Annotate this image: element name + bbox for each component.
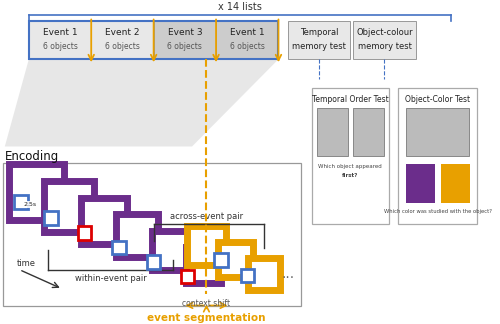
- Text: 6 objects: 6 objects: [105, 42, 140, 51]
- Bar: [8, 164, 64, 220]
- Text: Which color was studied with the object?: Which color was studied with the object?: [384, 209, 492, 214]
- Text: Object-colour: Object-colour: [356, 28, 413, 37]
- Text: 2.5s: 2.5s: [23, 202, 36, 207]
- Text: memory test: memory test: [292, 42, 346, 51]
- Bar: [187, 226, 226, 265]
- Text: Object-Color Test: Object-Color Test: [406, 95, 470, 104]
- Bar: [312, 88, 389, 224]
- Text: time: time: [18, 259, 36, 268]
- Bar: [44, 212, 58, 225]
- Bar: [112, 240, 126, 254]
- Bar: [29, 20, 91, 59]
- Text: memory test: memory test: [358, 42, 412, 51]
- Bar: [80, 198, 126, 244]
- Bar: [78, 226, 91, 239]
- Text: 6 objects: 6 objects: [168, 42, 202, 51]
- Bar: [3, 163, 300, 307]
- Bar: [116, 214, 158, 257]
- Bar: [91, 20, 154, 59]
- Bar: [154, 20, 216, 59]
- Text: across-event pair: across-event pair: [170, 212, 243, 221]
- Bar: [288, 20, 350, 59]
- Bar: [214, 253, 228, 267]
- Bar: [354, 108, 384, 156]
- Text: Temporal: Temporal: [300, 28, 339, 37]
- Text: Event 1: Event 1: [230, 28, 264, 37]
- Text: within-event pair: within-event pair: [74, 274, 146, 284]
- Bar: [354, 20, 416, 59]
- Bar: [440, 164, 470, 203]
- Text: x 14 lists: x 14 lists: [218, 2, 262, 12]
- Bar: [248, 259, 280, 290]
- Bar: [152, 231, 190, 270]
- Text: Event 1: Event 1: [42, 28, 78, 37]
- Text: Event 2: Event 2: [105, 28, 140, 37]
- Text: event segmentation: event segmentation: [147, 313, 266, 323]
- Bar: [406, 164, 435, 203]
- Bar: [241, 269, 254, 282]
- Text: context shift: context shift: [182, 299, 230, 308]
- Bar: [406, 108, 468, 156]
- Bar: [398, 88, 477, 224]
- Bar: [216, 20, 278, 59]
- Text: ...: ...: [282, 267, 294, 282]
- Text: Event 3: Event 3: [168, 28, 202, 37]
- Bar: [317, 108, 348, 156]
- Bar: [147, 255, 160, 269]
- Text: 6 objects: 6 objects: [230, 42, 264, 51]
- Text: Temporal Order Test: Temporal Order Test: [312, 95, 389, 104]
- Text: Encoding: Encoding: [5, 150, 59, 163]
- Bar: [29, 20, 278, 59]
- Bar: [186, 247, 222, 283]
- Bar: [14, 195, 28, 209]
- Text: Which object appeared: Which object appeared: [318, 164, 383, 169]
- Bar: [44, 181, 94, 232]
- Bar: [218, 242, 252, 277]
- Bar: [180, 270, 194, 283]
- Polygon shape: [5, 59, 278, 146]
- Text: 6 objects: 6 objects: [42, 42, 78, 51]
- Text: first?: first?: [342, 173, 358, 178]
